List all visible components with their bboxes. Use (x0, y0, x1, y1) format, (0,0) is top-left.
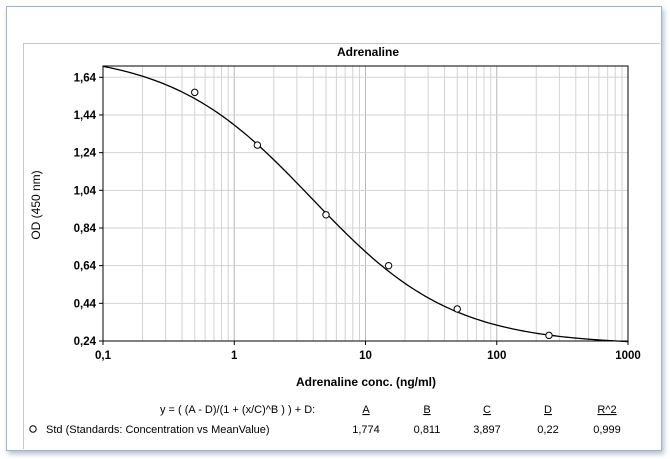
x-axis-label: Adrenaline conc. (ng/ml) (296, 375, 436, 389)
y-tick-labels: 0,24 0,44 0,64 0,84 1,04 1,24 1,44 1,64 (74, 72, 103, 348)
data-point (453, 305, 461, 313)
grid-lines (102, 66, 628, 342)
data-points (191, 88, 553, 340)
fit-header-d: D (544, 404, 552, 416)
chart-frame (6, 6, 662, 451)
fit-parameters-table: A B C D R^2 1,774 0,811 3,897 0,22 0,999 (352, 404, 621, 436)
data-point (545, 331, 553, 340)
fit-curve-layer (102, 65, 629, 343)
fit-header-a: A (362, 404, 370, 416)
y-tick-label: 0,84 (74, 223, 97, 235)
fit-value-c: 3,897 (473, 424, 501, 436)
x-tick-label: 10 (359, 350, 372, 362)
y-tick-label: 0,44 (74, 298, 97, 310)
chart-panel (23, 43, 660, 449)
fit-header-r2: R^2 (597, 404, 616, 416)
fit-curve (102, 65, 629, 343)
x-tick-label: 100 (487, 350, 506, 362)
legend-label: Std (Standards: Concentration vs MeanVal… (46, 424, 270, 436)
legend-marker (29, 425, 37, 433)
x-tick-label: 1000 (615, 350, 641, 362)
y-tick-label: 1,04 (74, 185, 97, 197)
data-point (322, 211, 330, 219)
fit-value-b: 0,811 (414, 424, 441, 436)
y-axis-label: OD (450 nm) (29, 170, 43, 239)
y-tick-label: 1,24 (74, 148, 97, 160)
fit-value-r2: 0,999 (593, 424, 621, 436)
y-tick-label: 1,64 (74, 72, 97, 84)
fit-header-b: B (423, 404, 430, 416)
data-point (191, 88, 199, 97)
x-tick-label: 0,1 (95, 350, 112, 362)
y-tick-label: 0,24 (74, 336, 97, 348)
x-tick-label: 1 (231, 350, 238, 362)
fit-equation: y = ( (A - D)/(1 + (x/C)^B ) ) + D: (160, 404, 315, 416)
fit-header-c: C (483, 404, 491, 416)
chart-title: Adrenaline (337, 45, 399, 59)
fit-value-d: 0,22 (537, 424, 558, 436)
fit-value-a: 1,774 (352, 424, 380, 436)
data-point (384, 261, 393, 270)
y-tick-label: 1,44 (74, 110, 97, 122)
x-tick-labels: 0,1 1 10 100 1000 (95, 341, 641, 362)
y-tick-label: 0,64 (74, 261, 97, 273)
data-point (253, 141, 262, 149)
